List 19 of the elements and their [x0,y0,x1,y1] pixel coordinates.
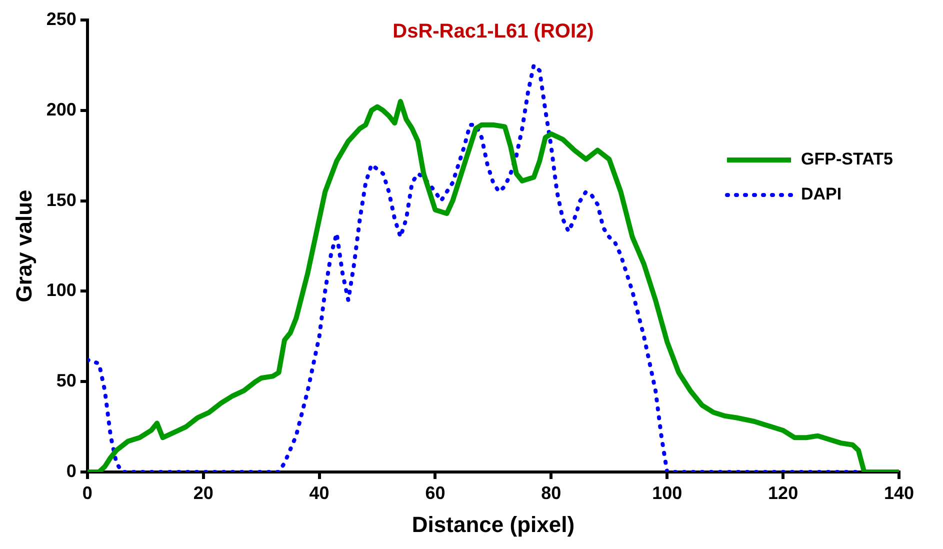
y-tick-label: 50 [56,370,76,391]
x-tick-label: 120 [768,482,798,503]
x-tick-label: 140 [884,482,914,503]
x-tick-label: 40 [309,482,330,503]
y-tick-label: 250 [46,8,76,29]
legend-label: DAPI [801,184,842,204]
x-tick-label: 20 [193,482,214,503]
y-tick-label: 0 [66,460,76,481]
chart-title: DsR-Rac1-L61 (ROI2) [392,20,594,43]
x-tick-label: 80 [541,482,562,503]
y-axis-title: Gray value [11,190,36,302]
y-tick-label: 150 [46,190,76,210]
x-tick-label: 100 [652,482,682,503]
x-tick-label: 60 [425,482,446,503]
legend-label: GFP-STAT5 [801,150,893,169]
x-axis-title: Distance (pixel) [412,512,575,537]
y-tick-label: 200 [46,99,76,120]
y-tick-label: 100 [46,280,76,300]
x-tick-label: 0 [82,482,92,503]
